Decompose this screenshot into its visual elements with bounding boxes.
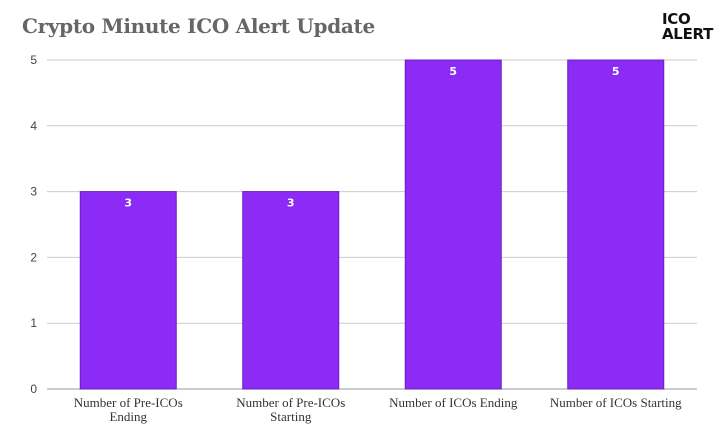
data-label: 5 — [449, 65, 457, 78]
x-category-label: Ending — [109, 409, 147, 424]
x-category-label: Starting — [270, 409, 312, 424]
bar-layer — [79, 59, 665, 390]
x-category-label: Number of ICOs Starting — [550, 395, 682, 410]
bar — [567, 59, 665, 390]
logo-line-2: ALERT — [662, 25, 714, 43]
label-layer: 3 3 5 5 — [124, 65, 619, 210]
y-tick-label: 0 — [30, 382, 37, 396]
bar — [79, 191, 177, 390]
y-tick-label: 3 — [30, 185, 37, 199]
logo-line-1: ICO — [662, 10, 691, 28]
chart-title: Crypto Minute ICO Alert Update — [22, 14, 375, 38]
x-category-label: Number of ICOs Ending — [389, 395, 518, 410]
y-tick-label: 2 — [30, 250, 37, 264]
y-tick-label: 4 — [30, 119, 37, 133]
bar — [404, 59, 502, 390]
bar — [242, 191, 340, 390]
y-tick-label: 5 — [30, 53, 37, 67]
ico-alert-logo: ICO ALERT — [662, 12, 714, 42]
data-label: 3 — [124, 197, 132, 210]
y-tick-label: 1 — [30, 316, 37, 330]
data-label: 5 — [612, 65, 620, 78]
data-label: 3 — [287, 197, 295, 210]
x-category-label: Number of Pre-ICOs — [74, 395, 183, 410]
x-category-label: Number of Pre-ICOs — [236, 395, 345, 410]
